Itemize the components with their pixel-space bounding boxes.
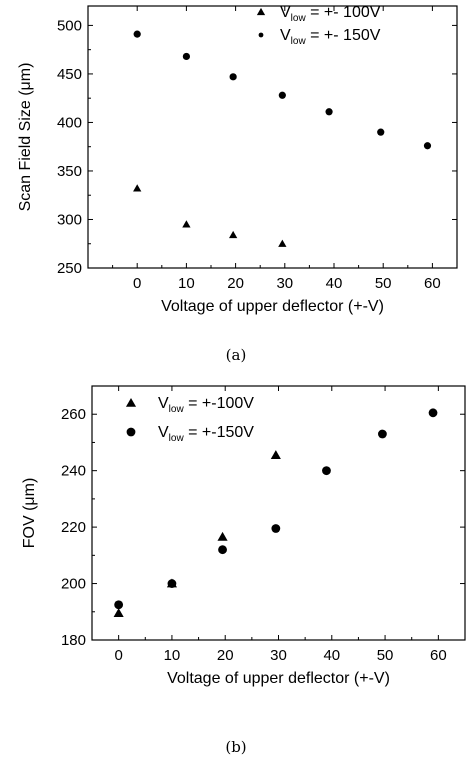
x-tick-label: 20 bbox=[227, 275, 244, 292]
x-tick-label: 40 bbox=[326, 275, 343, 292]
circle-point bbox=[322, 466, 331, 476]
y-axis-label: Scan Field Size (μm) bbox=[17, 63, 34, 212]
x-tick-label: 60 bbox=[430, 647, 447, 664]
legend-label: Vlow = +- 150V bbox=[280, 27, 381, 47]
circle-point bbox=[423, 142, 432, 150]
chart-a-caption: (a) bbox=[225, 346, 247, 364]
x-axis-label: Voltage of upper deflector (+-V) bbox=[167, 670, 390, 687]
triangle-point bbox=[229, 230, 238, 239]
circle-point bbox=[377, 128, 385, 136]
y-tick-label: 250 bbox=[57, 260, 82, 277]
x-tick-label: 50 bbox=[377, 647, 394, 664]
y-tick-label: 220 bbox=[61, 519, 86, 536]
y-tick-label: 300 bbox=[57, 211, 82, 228]
x-tick-label: 30 bbox=[270, 647, 287, 664]
circle-point bbox=[325, 108, 333, 116]
legend-label: Vlow = +- 100V bbox=[280, 4, 381, 24]
y-tick-label: 240 bbox=[61, 463, 86, 480]
circle-point bbox=[114, 600, 124, 610]
triangle-point bbox=[270, 450, 281, 459]
y-tick-label: 180 bbox=[61, 632, 86, 649]
triangle-point bbox=[113, 608, 124, 617]
x-tick-label: 20 bbox=[217, 647, 234, 664]
y-tick-label: 200 bbox=[61, 576, 86, 593]
legend-marker bbox=[256, 7, 266, 16]
x-axis-label: Voltage of upper deflector (+-V) bbox=[161, 298, 384, 315]
triangle-point bbox=[278, 239, 287, 247]
circle-point bbox=[218, 545, 227, 555]
y-axis-label: FOV (μm) bbox=[21, 478, 38, 549]
x-tick-label: 10 bbox=[178, 275, 195, 292]
circle-point bbox=[271, 524, 281, 533]
triangle-point bbox=[182, 220, 191, 228]
circle-point bbox=[182, 52, 190, 61]
legend-marker bbox=[126, 427, 136, 437]
triangle-point bbox=[133, 184, 142, 192]
x-tick-label: 0 bbox=[114, 647, 122, 664]
legend-marker bbox=[125, 397, 137, 407]
x-tick-label: 40 bbox=[323, 647, 340, 664]
circle-point bbox=[167, 579, 177, 588]
circle-point bbox=[378, 429, 387, 439]
plot-frame bbox=[87, 5, 458, 269]
y-tick-label: 350 bbox=[57, 163, 82, 180]
fov-chart: 0 10 20 30 40 50 60 180 200 220 240 260 Voltage of u… bbox=[21, 385, 466, 687]
y-tick-label: 260 bbox=[61, 406, 86, 423]
x-tick-label: 50 bbox=[375, 275, 392, 292]
x-tick-label: 10 bbox=[164, 647, 181, 664]
y-tick-label: 450 bbox=[57, 66, 82, 83]
circle-point bbox=[428, 408, 438, 418]
scan-field-size-chart: 0 10 20 30 40 50 60 250 300 350 400 450 500 Voltage o… bbox=[17, 4, 458, 315]
legend-marker bbox=[258, 32, 264, 38]
legend-label: Vlow = +-100V bbox=[158, 395, 254, 415]
circle-point bbox=[133, 30, 141, 38]
x-tick-label: 0 bbox=[133, 275, 141, 292]
plot-frame bbox=[91, 385, 466, 641]
x-tick-label: 60 bbox=[424, 275, 441, 292]
x-tick-label: 30 bbox=[276, 275, 293, 292]
legend-label: Vlow = +-150V bbox=[158, 424, 254, 444]
triangle-point bbox=[217, 531, 228, 541]
y-tick-label: 400 bbox=[57, 114, 82, 131]
circle-point bbox=[229, 73, 237, 81]
circle-point bbox=[278, 91, 286, 99]
y-tick-label: 500 bbox=[57, 17, 82, 34]
chart-b-caption: (b) bbox=[225, 738, 247, 756]
